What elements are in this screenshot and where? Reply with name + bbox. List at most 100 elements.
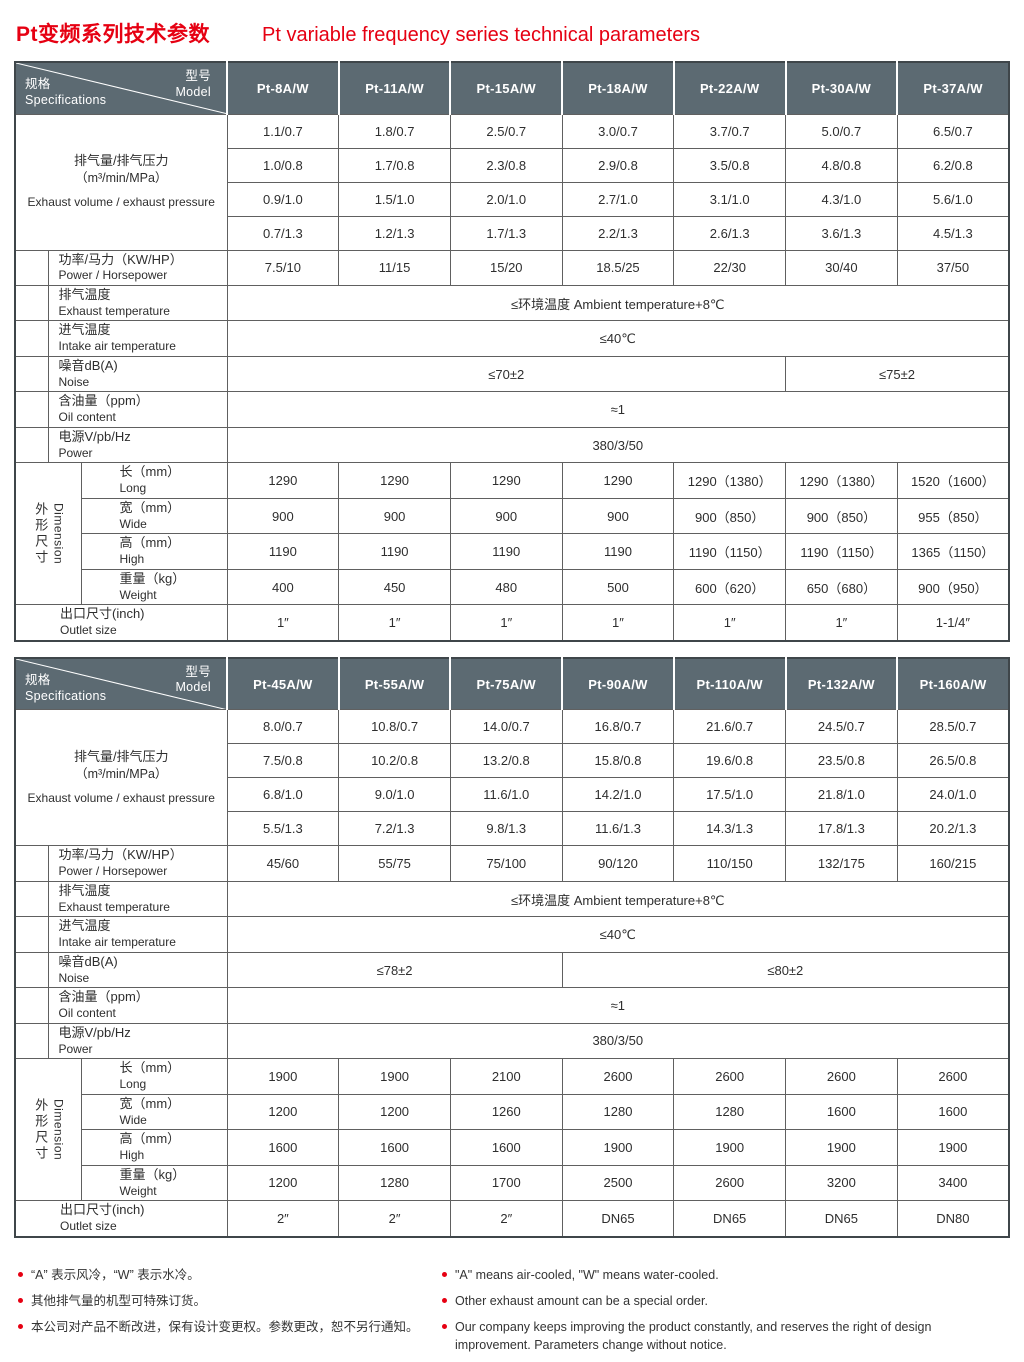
- value-cell: 1290: [449, 462, 563, 499]
- value-cell: 900: [449, 497, 563, 535]
- table-row: 外形尺寸 Dimension 长（mm） Long 1900 1900 2100 2600 26…: [14, 1058, 1010, 1202]
- value-cell: 9.0/1.0: [338, 777, 451, 813]
- param-row-label: 功率/马力（KW/HP） Power / Horsepower: [47, 845, 228, 882]
- spacer-cell: [14, 951, 49, 989]
- value-cell: 2″: [338, 1200, 451, 1238]
- table-row: 噪音dB(A) Noise ≤78±2 ≤80±2: [14, 951, 1010, 989]
- model-header-cell: Pt-90A/W: [561, 657, 675, 710]
- param-row-label: 排气温度 Exhaust temperature: [47, 284, 228, 322]
- model-header-cell: Pt-132A/W: [784, 657, 899, 710]
- value-cell: 2.0/1.0: [449, 181, 563, 217]
- value-cell: 1190: [338, 533, 451, 570]
- model-header-cell: Pt-8A/W: [226, 62, 340, 114]
- value-cell: 90/120: [561, 845, 675, 882]
- dimension-vertical-wrap: 外形尺寸 Dimension: [17, 1098, 80, 1162]
- value-cell: 900（850）: [673, 497, 787, 535]
- diagonal-line-icon: [16, 63, 226, 114]
- bullet-icon: [442, 1297, 447, 1303]
- volume-label-en: Exhaust volume / exhaust pressure: [27, 195, 215, 210]
- param-label-en: Oil content: [58, 410, 116, 425]
- value-cell: 1600: [338, 1129, 451, 1166]
- value-cell: 480: [449, 568, 563, 606]
- value-cell: DN80: [896, 1200, 1010, 1238]
- value-cell: 1″: [561, 604, 675, 642]
- value-cell: 650（680）: [785, 568, 898, 606]
- table-row: 电源V/pb/Hz Power 380/3/50: [14, 426, 1010, 464]
- param-row-label: 含油量（ppm） Oil content: [47, 391, 228, 428]
- value-cell: 1190: [226, 533, 340, 570]
- value-cell: 160/215: [896, 845, 1010, 882]
- param-label-en: Oil content: [58, 1006, 116, 1021]
- value-cell: 900（850）: [785, 497, 898, 535]
- spacer-cell: [14, 249, 49, 286]
- volume-label-en: Exhaust volume / exhaust pressure: [27, 791, 215, 806]
- value-cell: 37/50: [896, 249, 1010, 286]
- value-cell: 15/20: [449, 249, 563, 286]
- model-header-cell: Pt-11A/W: [337, 62, 452, 114]
- value-cell: 18.5/25: [561, 249, 675, 286]
- spacer-cell: [14, 320, 49, 357]
- spec-label-cn: 规格: [25, 673, 51, 688]
- model-header-cell: Pt-22A/W: [672, 62, 787, 114]
- value-cell: 1900: [673, 1129, 787, 1166]
- value-cell: 500: [561, 568, 675, 606]
- model-label-en: Model: [175, 680, 212, 695]
- value-cell: 4.3/1.0: [785, 181, 898, 217]
- bullet-icon: [18, 1271, 23, 1277]
- merged-value-cell: ≈1: [226, 987, 1010, 1024]
- bullet-icon: [442, 1271, 447, 1277]
- table-row: 排气量/排气压力 （m³/min/MPa） Exhaust volume / exh…: [14, 113, 1010, 251]
- param-label-en: Exhaust temperature: [58, 899, 170, 914]
- dimension-label-en: Dimension: [51, 1099, 66, 1161]
- value-cell: 14.0/0.7: [449, 709, 563, 745]
- param-label-en: Noise: [58, 374, 90, 389]
- value-cell: 1200: [226, 1093, 340, 1131]
- value-cell: DN65: [561, 1200, 675, 1238]
- model-header-cell: Pt-30A/W: [784, 62, 899, 114]
- dimension-label-cn: 外形尺寸: [33, 1097, 49, 1162]
- volume-label-cn: 排气量/排气压力: [73, 153, 169, 169]
- value-cell: 600（620）: [673, 568, 787, 606]
- value-cell: 1″: [449, 604, 563, 642]
- model-header-cell: Pt-110A/W: [672, 657, 787, 710]
- param-label-cn: 排气温度: [58, 286, 111, 302]
- spacer-cell: [14, 1022, 49, 1060]
- value-cell: 55/75: [338, 845, 451, 882]
- volume-row-label: 排气量/排气压力 （m³/min/MPa） Exhaust volume / exh…: [14, 113, 228, 251]
- value-cell: 5.0/0.7: [785, 113, 898, 149]
- value-cell: 1900: [338, 1058, 451, 1095]
- value-cell: 1-1/4″: [896, 604, 1010, 642]
- param-label-en: Noise: [58, 970, 90, 985]
- value-cell: 28.5/0.7: [896, 709, 1010, 745]
- spec-label: 规格 Specifications: [25, 77, 106, 108]
- param-label-cn: 噪音dB(A): [58, 357, 118, 373]
- value-cell: 24.5/0.7: [785, 709, 898, 745]
- value-cell: 2″: [449, 1200, 563, 1238]
- table-row: 外形尺寸 Dimension 长（mm） Long 1290 1290 1290 1290 12…: [14, 462, 1010, 606]
- value-cell: 1190: [561, 533, 675, 570]
- value-cell: 2.7/1.0: [561, 181, 675, 217]
- param-label-en: Exhaust temperature: [58, 303, 170, 318]
- value-cell: 3.1/1.0: [673, 181, 787, 217]
- dimension-row-label-en: High: [119, 1148, 145, 1163]
- value-cell: 900: [226, 497, 340, 535]
- dimension-row-label: 高（mm） High: [80, 1129, 228, 1166]
- value-cell: 14.3/1.3: [673, 811, 787, 847]
- dimension-row-label-en: Long: [119, 481, 147, 496]
- bullet-icon: [18, 1297, 23, 1303]
- value-cell: 1290: [226, 462, 340, 499]
- value-cell: 1.0/0.8: [226, 147, 340, 183]
- merged-value-cell: ≤环境温度 Ambient temperature+8℃: [226, 284, 1010, 322]
- table-row: 0.7/1.3 1.2/1.3 1.7/1.3 2.2/1.3 2.6/1.3 3.6/1…: [15, 215, 1010, 251]
- table-row: 0.9/1.0 1.5/1.0 2.0/1.0 2.7/1.0 3.1/1.0 4.3/1…: [15, 181, 1010, 217]
- value-cell: 0.7/1.3: [226, 215, 340, 251]
- table-row: 出口尺寸(inch) Outlet size 1″ 1″ 1″ 1″ 1″ 1″ 1-1/4″: [14, 604, 1010, 642]
- value-cell: 16.8/0.7: [561, 709, 675, 745]
- value-cell: DN65: [673, 1200, 787, 1238]
- value-cell: 2600: [785, 1058, 898, 1095]
- value-cell: 26.5/0.8: [896, 743, 1010, 779]
- value-cell: 1200: [338, 1093, 451, 1131]
- value-cell: 1″: [226, 604, 340, 642]
- value-cell: 1700: [449, 1164, 563, 1202]
- page-title-chinese: Pt变频系列技术参数: [16, 23, 210, 46]
